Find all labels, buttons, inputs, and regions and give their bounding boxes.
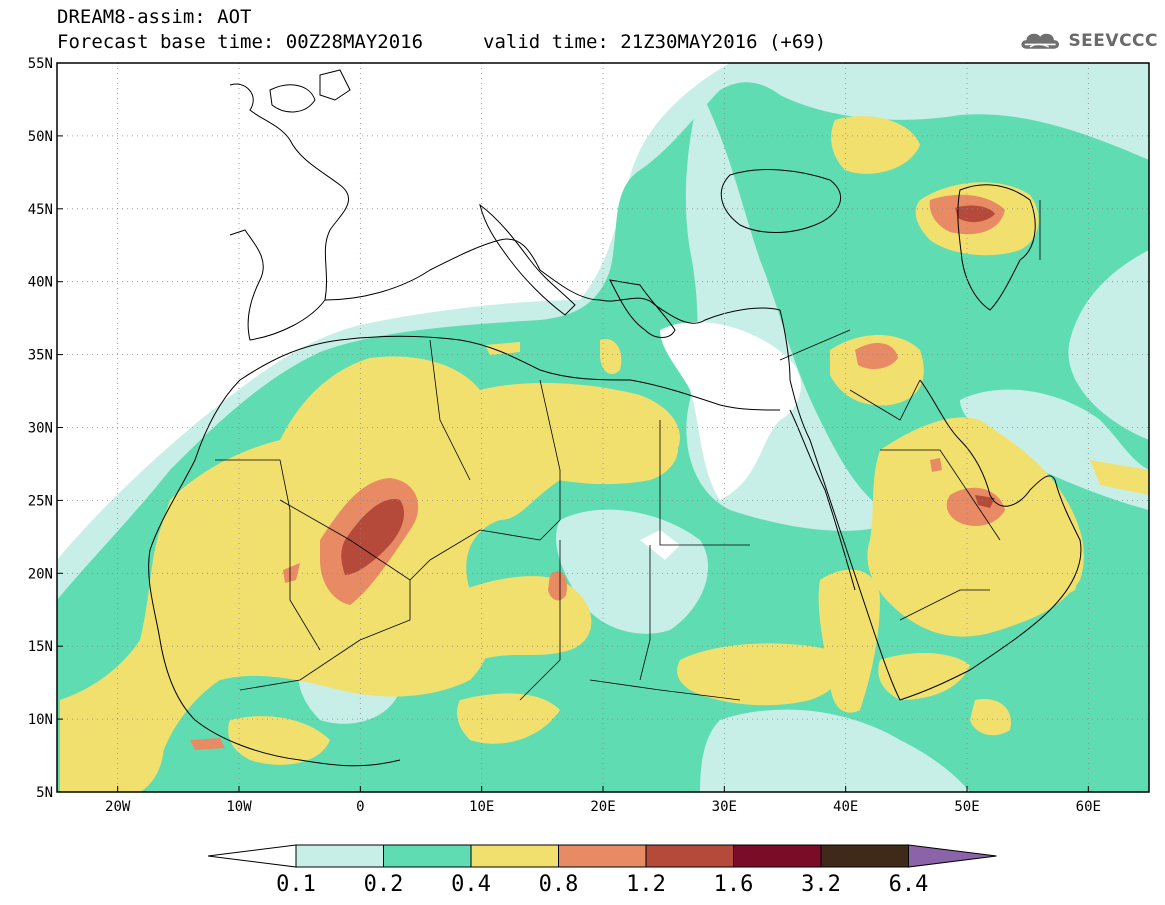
lat-tick-label: 5N <box>36 785 53 801</box>
colorbar-level-label: 0.1 <box>276 872 316 897</box>
lat-tick-label: 15N <box>28 639 53 655</box>
lon-tick-label: 20E <box>590 799 615 815</box>
valid-time: valid time: 21Z30MAY2016 (+69) <box>483 31 827 53</box>
colorbar-segment <box>733 844 822 868</box>
lat-tick-label: 40N <box>28 275 53 291</box>
colorbar-segment <box>470 844 559 868</box>
lat-tick-label: 50N <box>28 129 53 145</box>
lat-tick-label: 30N <box>28 421 53 437</box>
lat-tick-label: 20N <box>28 566 53 582</box>
cloud-icon <box>1021 33 1060 49</box>
lat-tick-label: 25N <box>28 493 53 509</box>
colorbar: 0.1 0.2 0.4 0.8 1.2 1.6 3.2 6.4 <box>207 844 997 897</box>
colorbar-above-triangle <box>908 844 997 868</box>
logo-text: SEEVCCC <box>1068 31 1158 51</box>
colorbar-level-label: 3.2 <box>801 872 841 897</box>
lat-tick-label: 10N <box>28 712 53 728</box>
colorbar-level-label: 6.4 <box>889 872 929 897</box>
map-grid <box>57 63 1149 792</box>
seevccc-logo: SEEVCCC <box>1018 24 1158 58</box>
colorbar-segment <box>295 844 384 868</box>
forecast-base-time: Forecast base time: 00Z28MAY2016 <box>57 31 424 53</box>
colorbar-level-label: 1.6 <box>714 872 754 897</box>
colorbar-segment <box>383 844 472 868</box>
lat-tick-label: 35N <box>28 348 53 364</box>
colorbar-level-label: 0.8 <box>539 872 579 897</box>
lon-tick-label: 10E <box>469 799 494 815</box>
lon-tick-label: 50E <box>954 799 979 815</box>
lat-tick-label: 55N <box>28 56 53 72</box>
lon-tick-label: 0 <box>356 799 364 815</box>
map-axes: 55N 50N 45N 40N 35N 30N 25N 20N 15N 10N 5N 20W 10W 0 1… <box>28 56 1101 815</box>
coastlines <box>148 69 1082 767</box>
map-title: DREAM8-assim: AOT <box>57 6 252 28</box>
colorbar-segment <box>558 844 647 868</box>
colorbar-level-label: 0.4 <box>451 872 491 897</box>
lon-tick-label: 60E <box>1076 799 1101 815</box>
colorbar-segment <box>645 844 734 868</box>
colorbar-level-label: 1.2 <box>626 872 666 897</box>
lon-tick-label: 20W <box>105 799 131 815</box>
lat-tick-label: 45N <box>28 202 53 218</box>
colorbar-below-triangle <box>207 844 297 868</box>
lon-tick-label: 30E <box>712 799 737 815</box>
colorbar-level-label: 0.2 <box>364 872 404 897</box>
lon-tick-label: 10W <box>226 799 252 815</box>
lon-tick-label: 40E <box>833 799 858 815</box>
colorbar-segment <box>820 844 909 868</box>
country-borders <box>215 200 1041 701</box>
